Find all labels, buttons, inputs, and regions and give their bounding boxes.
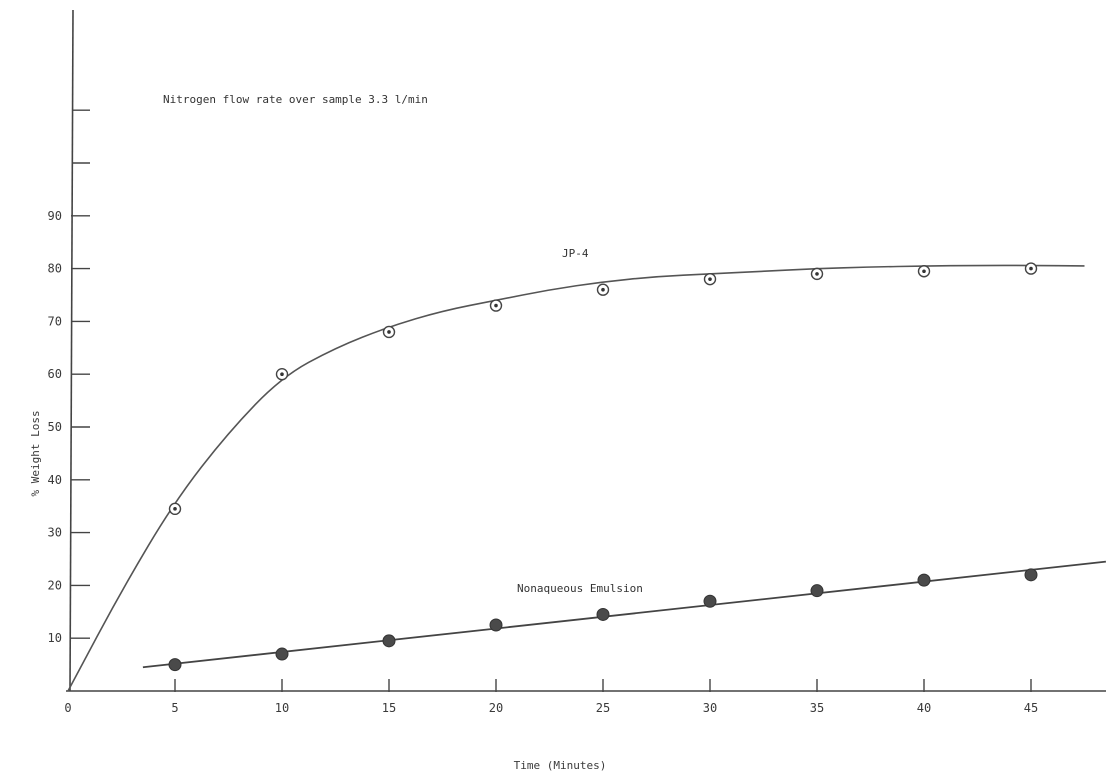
- nonaqueous-emulsion-point: [703, 594, 717, 608]
- jp4-point-center: [708, 277, 712, 281]
- jp4-point-center: [601, 287, 605, 292]
- x-tick-label-40: 40: [917, 701, 931, 715]
- series-label-jp4: JP-4: [562, 247, 589, 260]
- series-label-nonaqueous-emulsion: Nonaqueous Emulsion: [517, 582, 643, 595]
- nonaqueous-emulsion-point: [1024, 568, 1038, 582]
- x-tick-label-25: 25: [596, 701, 610, 715]
- x-tick-label-20: 20: [489, 701, 503, 715]
- nonaqueous-emulsion-point: [275, 647, 289, 661]
- jp4-point: [382, 325, 396, 339]
- jp4-point: [596, 283, 610, 296]
- jp4-point-center: [815, 272, 819, 276]
- jp4-point-center: [173, 507, 177, 511]
- annotation-text: Nitrogen flow rate over sample 3.3 l/min: [163, 93, 428, 106]
- y-tick-label-70: 70: [48, 314, 62, 328]
- jp4-point: [810, 267, 824, 281]
- x-tick-label-5: 5: [171, 701, 178, 715]
- nonaqueous-emulsion-fit-line: [142, 560, 1106, 669]
- y-tick-label-20: 20: [48, 578, 62, 592]
- jp4-point-center: [280, 372, 284, 377]
- jp4-point-center: [387, 330, 391, 334]
- chart-texts: Nitrogen flow rate over sample 3.3 l/min…: [29, 93, 643, 772]
- jp4-point: [917, 265, 931, 278]
- tick-labels: 10 20 30 40 50 60 70 80 90 0 5 10 15 20 25 30 35 40 45: [48, 209, 1039, 715]
- axes: [66, 9, 1106, 692]
- ticks: [71, 109, 1032, 692]
- nonaqueous-emulsion-point: [382, 634, 396, 648]
- fit-curves: [67, 264, 1106, 692]
- x-tick-label-15: 15: [382, 701, 396, 715]
- nonaqueous-emulsion-point: [168, 658, 182, 672]
- y-axis-line: [69, 9, 74, 692]
- y-tick-label-60: 60: [48, 367, 62, 381]
- data-points: [168, 262, 1038, 672]
- jp4-point-center: [1029, 266, 1033, 271]
- y-tick-label-90: 90: [48, 209, 62, 223]
- x-tick-label-45: 45: [1024, 701, 1038, 715]
- x-tick-label-30: 30: [703, 701, 717, 715]
- y-tick-label-30: 30: [48, 526, 62, 540]
- jp4-point: [168, 502, 182, 516]
- x-tick-label-0: 0: [64, 701, 71, 715]
- x-axis-title: Time (Minutes): [514, 759, 607, 772]
- y-tick-label-40: 40: [48, 473, 62, 487]
- nonaqueous-emulsion-point: [810, 584, 824, 598]
- jp4-point-center: [494, 303, 498, 308]
- x-tick-label-10: 10: [275, 701, 289, 715]
- jp4-point: [703, 272, 717, 286]
- x-tick-label-35: 35: [810, 701, 824, 715]
- jp4-point: [1024, 262, 1038, 275]
- y-axis-title: % Weight Loss: [29, 410, 42, 496]
- y-tick-label-80: 80: [48, 262, 62, 276]
- y-tick-label-50: 50: [48, 420, 62, 434]
- nonaqueous-emulsion-point: [489, 618, 503, 632]
- jp4-fit-curve: [67, 264, 1085, 692]
- jp4-point: [275, 368, 289, 381]
- nonaqueous-emulsion-point: [917, 573, 931, 587]
- y-tick-label-10: 10: [48, 631, 62, 645]
- nonaqueous-emulsion-point: [596, 607, 610, 621]
- jp4-point-center: [922, 269, 926, 274]
- jp4-point: [489, 299, 503, 312]
